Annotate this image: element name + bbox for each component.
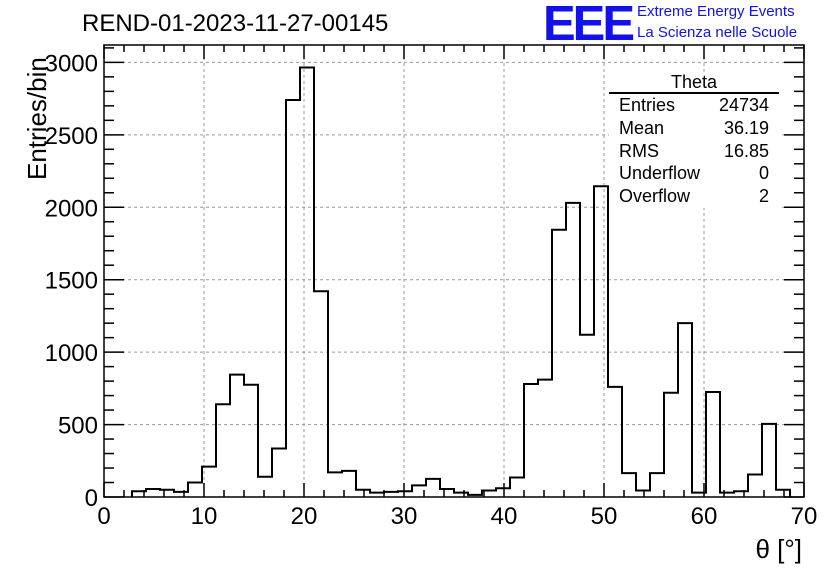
stats-row: Entries 24734 [619,95,769,115]
stats-row: Underflow 0 [619,163,769,184]
y-axis-label: Entries/bin [22,57,52,180]
y-tick-label: 1000 [45,340,98,367]
grid-lines [104,45,804,497]
eee-logo: EEE [543,0,635,51]
x-tick-label: 70 [791,503,818,530]
y-tick-label: 0 [85,485,98,512]
x-tick-label: 40 [491,503,518,530]
logo-caption-line1: Extreme Energy Events [637,3,795,20]
y-tick-label: 2500 [45,123,98,150]
histogram-step-line [131,66,791,497]
x-tick-label: 0 [97,503,110,530]
x-tick-label: 30 [391,503,418,530]
y-tick-label: 2000 [45,195,98,222]
y-tick-label: 3000 [45,50,98,77]
plot-title: REND-01-2023-11-27-00145 [82,10,389,37]
y-tick-label: 500 [58,413,98,440]
y-tick-label: 1500 [45,268,98,295]
x-tick-label: 20 [291,503,318,530]
x-tick-label: 60 [691,503,718,530]
logo-caption-line2: La Scienza nelle Scuole [637,24,798,41]
stats-box: Theta Entries 24734 Mean 36.19 RMS 16.85 Un… [609,72,779,208]
stats-row: Mean 36.19 [619,117,769,138]
x-tick-label: 10 [191,503,218,530]
stats-row: Overflow 2 [619,186,769,207]
tick-labels: 0 10 20 30 40 50 60 70 0 500 1000 1500 2000 2500 3000 [45,50,818,530]
plot-frame [103,44,805,498]
axis-ticks [103,45,805,498]
x-axis-label: θ [°] [755,534,802,564]
stats-box-title: Theta [609,72,779,94]
x-tick-label: 50 [591,503,618,530]
stats-row: RMS 16.85 [619,140,769,161]
